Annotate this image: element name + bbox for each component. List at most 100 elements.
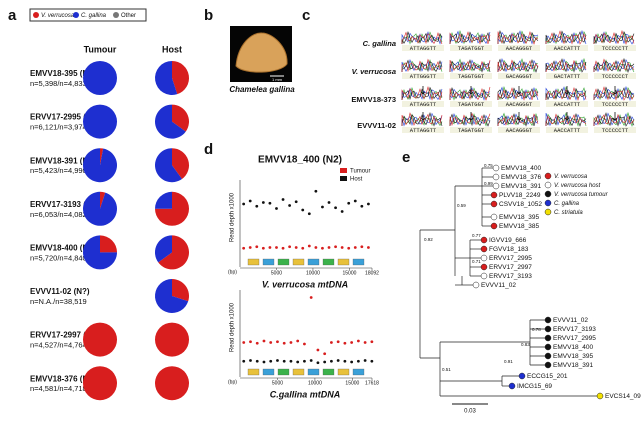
arrow: [468, 86, 474, 95]
point: [356, 339, 360, 343]
point: [261, 201, 265, 204]
point: [281, 246, 285, 250]
sequence: ATTAGGTT: [410, 101, 437, 108]
sequence: ATTAGGTT: [410, 45, 437, 52]
point: [347, 246, 351, 250]
point: [255, 204, 259, 208]
chart-title: EMVV18_400 (N2): [258, 155, 342, 166]
trace: [545, 59, 587, 72]
leaf-label: ERVV17_2995: [553, 335, 596, 342]
leaf-node: [518, 372, 526, 380]
seq-box: [498, 73, 540, 79]
seq-box: [402, 101, 444, 107]
leaf-node: [480, 236, 488, 244]
point: [242, 246, 246, 250]
point: [301, 208, 305, 212]
trace: [593, 29, 635, 46]
pie-slice: [83, 61, 117, 95]
trace: [401, 31, 443, 45]
point: [282, 341, 286, 345]
seq-box: [546, 127, 588, 133]
legend-label: C. gallina: [554, 201, 580, 207]
legend-label: Other: [121, 13, 136, 19]
pie-slice: [155, 191, 172, 209]
point: [343, 341, 347, 345]
seq-box: [546, 45, 588, 51]
sample-label: ERVV17-3193 (N3): [30, 200, 99, 209]
scale-label: 0.03: [464, 409, 476, 415]
point: [282, 359, 286, 363]
leaf-node: [544, 361, 552, 369]
point: [255, 341, 259, 345]
seq-box: [546, 101, 588, 107]
x-unit: (bp): [228, 269, 237, 275]
trace: [593, 112, 635, 127]
trace: [545, 58, 587, 72]
point: [363, 341, 367, 344]
leaf-node: [492, 164, 500, 172]
pie-slice: [155, 148, 182, 183]
gene-block: [352, 368, 365, 376]
point: [343, 359, 347, 363]
support-value: 0.99: [484, 181, 493, 186]
point: [321, 205, 324, 209]
leaf-label: EMVV18_395: [499, 214, 539, 221]
point: [323, 352, 327, 356]
sample-label: EVVV11-02: [357, 121, 396, 130]
point: [370, 340, 374, 344]
support-value: 0.71: [472, 259, 481, 264]
seq-box: [498, 45, 540, 51]
pie-slice: [158, 235, 189, 270]
leaf-node: [544, 343, 552, 351]
sample-counts: n=5,398/n=4,833: [30, 79, 87, 88]
leaf-node: [544, 325, 552, 333]
support-value: 0.78: [532, 327, 541, 332]
trace: [545, 86, 587, 101]
x-tick-label: 15000: [342, 270, 356, 276]
x-tick-label: 15000: [345, 380, 359, 386]
point: [314, 246, 318, 249]
trace: [497, 58, 539, 73]
trace: [545, 86, 587, 101]
sequence: TAGATGGT: [458, 45, 485, 52]
point: [262, 339, 266, 343]
x-tick-label: 10000: [308, 380, 322, 386]
pie-slice: [83, 366, 117, 401]
trace: [593, 86, 635, 101]
trace: [593, 85, 635, 102]
panel-letter: b: [204, 7, 213, 24]
pie-slice: [83, 322, 117, 357]
point: [289, 341, 293, 344]
legend-label: V. verrucosa: [554, 174, 588, 180]
pie-slice: [100, 191, 106, 209]
point: [327, 246, 331, 249]
sequence: ATTGGGTT: [410, 73, 437, 80]
point: [303, 359, 306, 363]
trace: [449, 113, 491, 126]
point: [248, 199, 252, 203]
leaf-label: EMVV18_376: [501, 174, 541, 181]
sequence: TCCCCCCT: [602, 73, 629, 80]
scale-label: 1 mm: [272, 77, 283, 82]
sample-counts: n=4,527/n=4,764: [30, 341, 87, 350]
sequence: TAGATGGT: [458, 101, 485, 108]
trace: [449, 59, 491, 73]
trace: [449, 30, 491, 44]
panel-letter: e: [402, 149, 410, 166]
sequence: AACAGGGT: [506, 127, 533, 134]
leaf-node: [596, 392, 604, 400]
point: [353, 199, 357, 203]
arrow: [516, 86, 522, 95]
point: [281, 198, 285, 201]
leaf-label: ERVV17_2997: [489, 264, 532, 271]
y-axis-label: Read depth x1000: [230, 302, 236, 352]
trace: [449, 31, 491, 45]
legend-label: C. gallina: [81, 13, 107, 19]
sample-label: V. verrucosa: [352, 67, 396, 76]
leaf-node: [480, 272, 488, 280]
sample-counts: n=N.A./n=38,519: [30, 297, 87, 306]
x-tick-label: 17618: [365, 380, 379, 386]
trace: [545, 112, 587, 127]
arrow: [564, 112, 570, 121]
sequence: TCCCCCTT: [602, 45, 629, 52]
